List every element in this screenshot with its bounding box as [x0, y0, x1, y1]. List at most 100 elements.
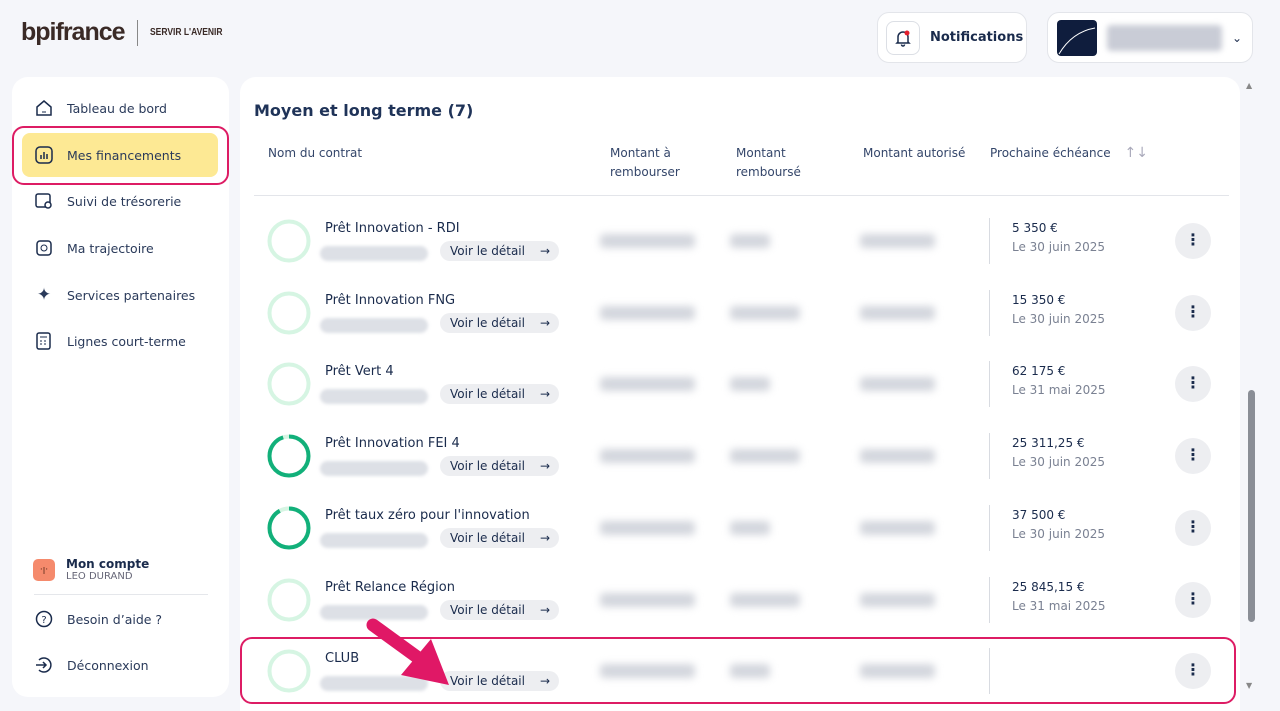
table-row: Prêt Vert 4 Voir le détail → 62 175 € Le … [240, 348, 1240, 420]
arrow-right-icon: → [539, 315, 550, 330]
voir-le-detail-button[interactable]: Voir le détail → [440, 671, 559, 692]
column-header-nom: Nom du contrat [268, 146, 363, 160]
logo-separator [136, 19, 138, 46]
column-separator [989, 504, 990, 551]
voir-le-detail-label: Voir le détail [450, 459, 525, 474]
column-header-montant-rembourse: Montant remboursé [736, 146, 801, 179]
progress-ring [267, 506, 311, 550]
montant-rembourse-blurred [730, 592, 800, 607]
arrow-right-icon: → [539, 602, 550, 617]
echeance-date: Le 31 mai 2025 [1012, 383, 1106, 398]
sidebar: Tableau de bord Mes financements Suivi d… [12, 77, 229, 697]
table-row: Prêt Innovation - RDI Voir le détail → 5 … [240, 205, 1240, 277]
logout-label: Déconnexion [67, 657, 149, 673]
contract-name: CLUB [325, 651, 360, 667]
echeance-amount: 25 311,25 € [1012, 436, 1085, 451]
logo-text: bpifrance [21, 18, 126, 46]
sidebar-item-label: Ma trajectoire [67, 240, 154, 256]
voir-le-detail-button[interactable]: Voir le détail → [440, 241, 559, 261]
more-options-button[interactable]: ⋮ [1175, 294, 1211, 331]
voir-le-detail-button[interactable]: Voir le détail → [440, 456, 559, 477]
table-row: Prêt Relance Région Voir le détail → 25 8… [240, 564, 1240, 636]
column-header-prochaine-echeance[interactable]: Prochaine échéance ↑↓ [990, 144, 1148, 163]
sidebar-divider [34, 594, 208, 595]
contract-name: Prêt Innovation FEI 4 [325, 436, 460, 452]
scrollbar[interactable]: ▲ ▼ [1244, 77, 1258, 697]
help-link[interactable]: ? Besoin d’aide ? [22, 597, 218, 641]
echeance-date: Le 30 juin 2025 [1012, 240, 1105, 254]
sidebar-item-lignes-court-terme[interactable]: Lignes court-terme [22, 319, 218, 363]
voir-le-detail-button[interactable]: Voir le détail → [440, 599, 559, 620]
voir-le-detail-button[interactable]: Voir le détail → [440, 312, 559, 333]
contract-name: Prêt Relance Région [325, 579, 455, 595]
sidebar-item-label: Lignes court-terme [67, 333, 186, 349]
contract-reference-blurred [320, 317, 428, 333]
more-options-button[interactable]: ⋮ [1175, 223, 1211, 259]
table-row: Prêt taux zéro pour l'innovation Voir le… [240, 492, 1240, 564]
echeance-date: Le 30 juin 2025 [1012, 311, 1105, 326]
echeance-amount: 25 845,15 € [1012, 579, 1085, 594]
contract-reference-blurred [320, 532, 428, 548]
scrollbar-thumb[interactable] [1248, 390, 1255, 622]
sidebar-item-services-partenaires[interactable]: ✦ Services partenaires [22, 273, 218, 317]
financements-panel: Moyen et long terme (7) Nom du contrat M… [240, 77, 1240, 711]
sidebar-item-label: Suivi de trésorerie [67, 193, 182, 209]
voir-le-detail-label: Voir le détail [450, 674, 525, 689]
notifications-button[interactable]: Notifications [877, 12, 1027, 63]
montant-rembourse-blurred [730, 520, 770, 535]
montant-autorise-blurred [860, 377, 935, 392]
sidebar-item-tableau-de-bord[interactable]: Tableau de bord [22, 86, 218, 130]
account-name-blurred [1107, 24, 1222, 51]
account-link[interactable]: ·ꞁ· Mon compte LEO DURAND [33, 557, 149, 582]
progress-ring [267, 291, 311, 335]
sidebar-item-label: Tableau de bord [67, 100, 167, 116]
sidebar-item-mes-financements[interactable]: Mes financements [22, 133, 218, 177]
montant-a-rembourser-blurred [600, 234, 695, 248]
contract-reference-blurred [320, 604, 428, 620]
contract-reference-blurred [320, 246, 428, 261]
echeance-amount: 62 175 € [1012, 364, 1066, 379]
table-row: Prêt Innovation FEI 4 Voir le détail → 25… [240, 420, 1240, 492]
sidebar-item-label: Mes financements [67, 147, 182, 163]
more-options-button[interactable]: ⋮ [1175, 581, 1211, 618]
contract-name: Prêt Innovation FNG [325, 292, 456, 308]
chart-icon [34, 145, 54, 165]
scroll-down-icon[interactable]: ▼ [1246, 681, 1253, 690]
montant-rembourse-blurred [730, 664, 770, 679]
column-header-montant-a-rembourser: Montant à rembourser [610, 146, 680, 179]
more-options-button[interactable]: ⋮ [1175, 438, 1211, 475]
column-header-label: Prochaine échéance [990, 146, 1111, 160]
help-label: Besoin d’aide ? [67, 611, 163, 627]
logo-tagline: SERVIR L'AVENIR [149, 27, 223, 38]
account-menu[interactable]: ⌄ [1047, 12, 1253, 63]
column-separator [989, 648, 990, 695]
voir-le-detail-button[interactable]: Voir le détail → [440, 384, 559, 405]
notifications-label: Notifications [930, 30, 1024, 45]
scroll-up-icon[interactable]: ▲ [1246, 81, 1253, 90]
more-options-button[interactable]: ⋮ [1175, 366, 1211, 403]
sidebar-item-ma-trajectoire[interactable]: Ma trajectoire [22, 226, 218, 270]
more-options-button[interactable]: ⋮ [1175, 653, 1211, 690]
voir-le-detail-label: Voir le détail [450, 530, 525, 545]
voir-le-detail-button[interactable]: Voir le détail → [440, 527, 559, 548]
progress-ring-fill [267, 506, 311, 550]
column-separator [989, 576, 990, 623]
contract-name: Prêt Vert 4 [325, 364, 394, 380]
more-options-button[interactable]: ⋮ [1175, 509, 1211, 546]
help-icon: ? [34, 609, 54, 629]
montant-a-rembourser-blurred [600, 449, 695, 464]
home-icon [34, 98, 54, 118]
progress-ring-fill [267, 434, 311, 478]
bpifrance-logo[interactable]: bpifrance SERVIR L'AVENIR [21, 18, 235, 47]
montant-rembourse-blurred [730, 377, 770, 392]
montant-rembourse-blurred [730, 449, 800, 464]
logout-icon [34, 655, 54, 675]
account-title: Mon compte [66, 557, 150, 571]
sort-icon[interactable]: ↑↓ [1124, 145, 1148, 161]
montant-rembourse-blurred [730, 234, 770, 248]
logout-link[interactable]: Déconnexion [22, 643, 218, 687]
sidebar-item-suivi-de-tresorerie[interactable]: Suivi de trésorerie [22, 179, 218, 223]
table-row: Prêt Innovation FNG Voir le détail → 15 3… [240, 277, 1240, 349]
voir-le-detail-label: Voir le détail [450, 602, 525, 617]
account-username: LEO DURAND [66, 571, 133, 582]
